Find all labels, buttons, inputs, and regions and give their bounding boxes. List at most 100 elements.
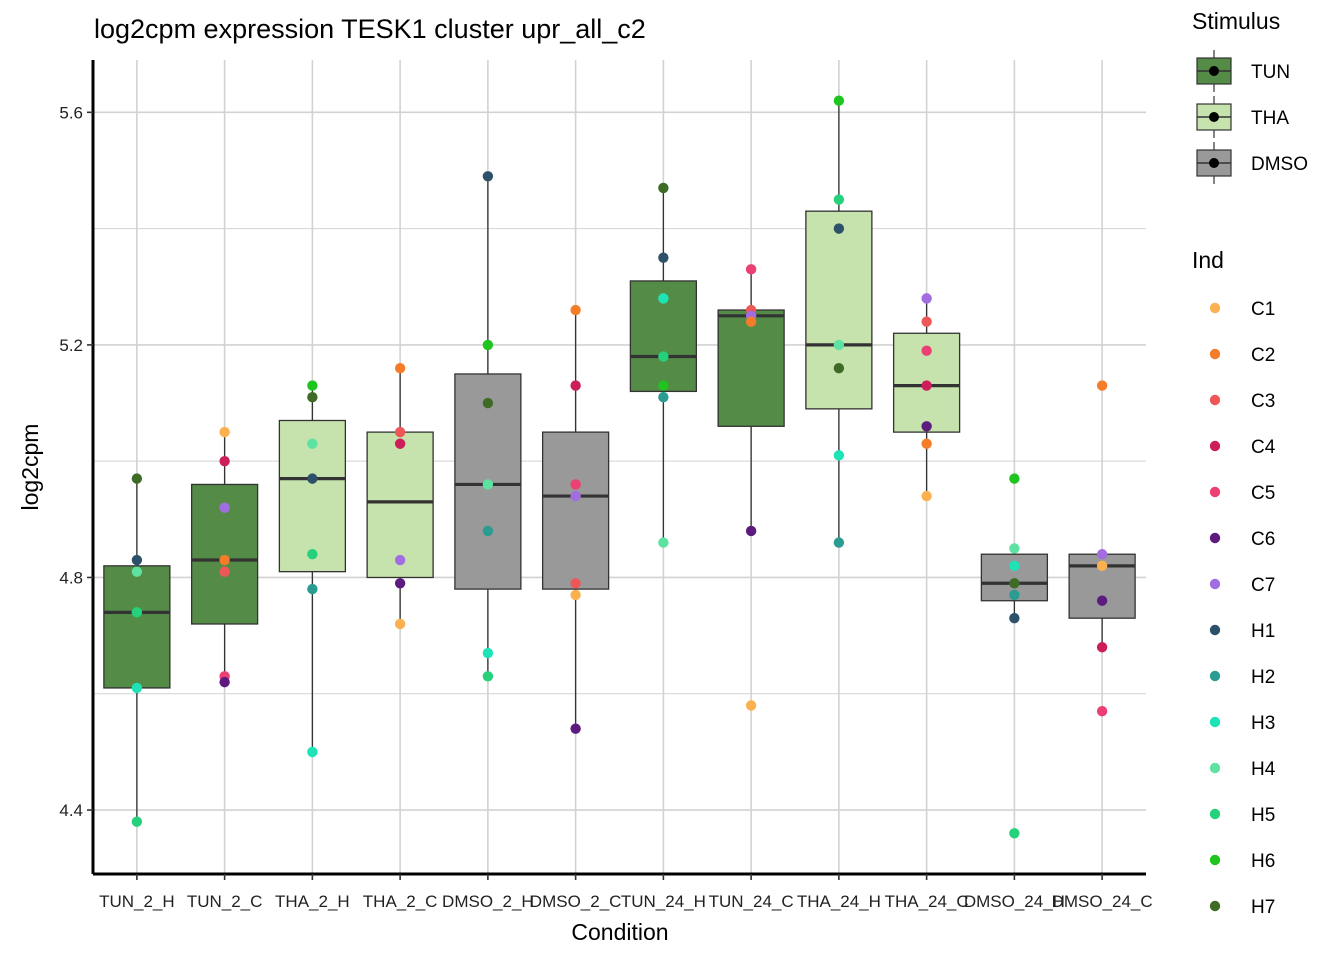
legend-label-C6: C6	[1251, 529, 1275, 550]
point-C2	[219, 554, 230, 566]
stimulus-legend-title: Stimulus	[1192, 8, 1280, 34]
point-H3	[307, 746, 318, 758]
legend-label-C2: C2	[1251, 345, 1275, 366]
point-H6	[1009, 473, 1020, 484]
box-TUN_2_C	[190, 483, 259, 625]
legend-dot-C1	[1209, 302, 1221, 314]
point-H6	[482, 339, 494, 351]
point-C1	[219, 426, 230, 438]
point-H2	[307, 583, 318, 595]
point-C6	[570, 723, 581, 734]
point-H1	[658, 252, 669, 263]
point-C4	[219, 455, 230, 467]
point-H4	[482, 479, 494, 490]
legend-label-C3: C3	[1251, 391, 1275, 412]
legend-dot-C7	[1209, 578, 1221, 590]
legend-dot-H3	[1209, 716, 1221, 728]
point-C6	[921, 421, 932, 432]
ind-legend: Ind C1 C2 C3 C4 C5 C6 C7 H1 H2 H3 H4 H5 H6 H7	[1192, 247, 1276, 918]
point-C1	[394, 618, 406, 630]
point-C7	[570, 490, 581, 502]
y-tick-label: 4.4	[59, 801, 83, 820]
point-H5	[131, 607, 143, 618]
data-points	[131, 95, 1108, 839]
point-H4	[307, 438, 318, 449]
point-H2	[1009, 589, 1020, 601]
point-C3	[394, 426, 406, 438]
point-H7	[482, 397, 494, 409]
legend-label-DMSO: DMSO	[1251, 154, 1308, 175]
point-C1	[1096, 560, 1108, 572]
legend-dot	[1209, 66, 1219, 76]
point-C4	[570, 380, 581, 391]
legend-label-H3: H3	[1251, 713, 1275, 734]
legend-label-H2: H2	[1251, 667, 1275, 688]
legend-dot-H4	[1209, 762, 1221, 774]
point-C7	[219, 502, 230, 513]
point-H2	[833, 537, 845, 548]
box-THA_24_H	[805, 210, 873, 410]
point-C2	[745, 316, 757, 327]
point-H4	[1009, 543, 1020, 554]
x-tick-label: THA_24_H	[797, 892, 881, 911]
legend-dot-H6	[1209, 854, 1221, 866]
legend-label-H7: H7	[1251, 897, 1275, 918]
point-C5	[745, 264, 757, 275]
point-C6	[219, 676, 230, 688]
point-H4	[833, 339, 845, 351]
y-tick-label: 5.6	[59, 103, 83, 122]
point-C1	[745, 700, 757, 711]
point-H5	[131, 816, 143, 827]
point-H6	[833, 95, 845, 106]
point-H3	[833, 450, 845, 461]
legend-dot	[1209, 158, 1219, 168]
point-H1	[1009, 612, 1020, 624]
legend-dot-H1	[1209, 624, 1221, 636]
legend-label-H6: H6	[1251, 851, 1275, 872]
x-tick-label: THA_24_C	[885, 892, 969, 911]
legend-label-THA: THA	[1251, 108, 1289, 129]
x-tick-label: DMSO_24_C	[1052, 892, 1153, 911]
y-axis-label: log2cpm	[17, 424, 43, 511]
point-H7	[307, 392, 318, 403]
legend-dot-C5	[1209, 486, 1221, 498]
point-H5	[833, 194, 845, 205]
point-H1	[131, 554, 143, 566]
point-C3	[219, 566, 230, 577]
legend-dot-C4	[1209, 440, 1221, 452]
ind-legend-title: Ind	[1192, 247, 1224, 273]
legend-dot-H7	[1209, 900, 1221, 912]
point-C4	[1096, 642, 1108, 653]
y-tick-label: 4.8	[59, 568, 83, 587]
point-H1	[833, 223, 845, 234]
x-axis-label: Condition	[571, 919, 668, 945]
x-tick-label: DMSO_2_C	[530, 892, 622, 911]
legend-label-TUN: TUN	[1251, 62, 1290, 83]
x-tick-label: TUN_2_H	[99, 892, 175, 911]
point-C5	[921, 345, 932, 356]
point-C5	[570, 479, 581, 490]
point-C6	[1096, 595, 1108, 606]
point-H1	[482, 171, 494, 182]
legend-dot-C6	[1209, 532, 1221, 544]
point-C2	[570, 304, 581, 316]
point-H5	[658, 351, 669, 362]
point-C7	[921, 293, 932, 304]
legend-dot-H5	[1209, 808, 1221, 820]
point-H3	[658, 293, 669, 304]
point-C6	[394, 578, 406, 589]
legend-label-C1: C1	[1251, 299, 1275, 320]
legend-label-H1: H1	[1251, 621, 1275, 642]
legend-dot	[1209, 112, 1219, 122]
point-H4	[658, 537, 669, 548]
legend-label-H4: H4	[1251, 759, 1276, 780]
legend-label-C5: C5	[1251, 483, 1275, 504]
axes: 4.4 4.8 5.2 5.6 TUN_2_H TUN_2_C THA_2_H THA_2_C…	[59, 60, 1153, 911]
point-C4	[394, 438, 406, 449]
x-tick-label: TUN_24_H	[621, 892, 706, 911]
point-H3	[1009, 560, 1020, 572]
point-H5	[307, 549, 318, 560]
point-C1	[570, 589, 581, 601]
box-DMSO_2_C	[541, 431, 610, 590]
legend-dot-H2	[1209, 670, 1221, 682]
